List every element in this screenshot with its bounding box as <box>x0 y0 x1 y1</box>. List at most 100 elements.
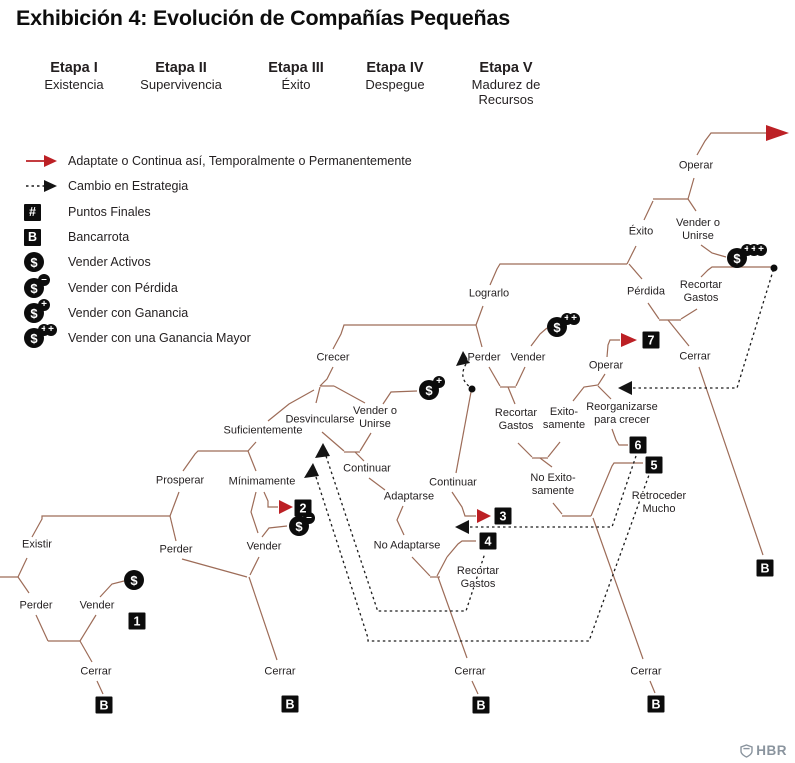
legend-label: Adaptate o Continua así, Temporalmente o… <box>68 154 412 168</box>
diagram-node: Vender o Unirse <box>675 216 721 242</box>
diagram-node: Recortar Gastos <box>679 278 723 304</box>
stage-name: Etapa V <box>479 60 533 76</box>
legend-item: B Bancarrota <box>24 225 129 249</box>
legend-item: $ + + Vender con una Ganancia Mayor <box>24 324 251 350</box>
legend-label: Vender con Ganancia <box>68 306 189 320</box>
diagram-node: Suficientemente <box>223 424 303 437</box>
box-hash-icon: # <box>24 203 62 221</box>
dollar-badge-icon: + <box>755 244 767 256</box>
stage-name: Etapa II <box>155 60 207 76</box>
stage-subtitle: Éxito <box>281 77 311 92</box>
diagram-node: Cerrar <box>80 665 112 678</box>
diagram-node: Recortar Gastos <box>456 564 500 590</box>
endpoint-bankruptcy: B <box>472 696 490 714</box>
diagram-node: Perder <box>467 351 501 364</box>
diagram-node: Operar <box>588 359 624 372</box>
diagram-node: Crecer <box>316 351 350 364</box>
legend-label: Vender con Pérdida <box>68 281 178 295</box>
diagram-node: Existir <box>22 538 52 551</box>
endpoint-bankruptcy: B <box>281 695 299 713</box>
legend-money-icon: $ <box>24 252 44 272</box>
diagram-node: Desvincularse <box>285 413 355 426</box>
diagram-node: Vender <box>510 351 546 364</box>
junction-dot <box>468 385 476 393</box>
endpoint-6: 6 <box>629 436 647 454</box>
diagram-node: Vender o Unirse <box>352 404 398 430</box>
stage-header-3: Etapa III Éxito <box>226 60 366 93</box>
exhibit-title: Exhibición 4: Evolución de Compañías Peq… <box>16 6 510 30</box>
dollar-badge-icon: + <box>45 324 57 336</box>
money-icon: $ + + <box>24 324 62 348</box>
diagram-node: Adaptarse <box>383 490 435 503</box>
stage-name: Etapa III <box>268 60 324 76</box>
dollar-badge-icon: – <box>38 274 50 286</box>
legend-label: Cambio en Estrategia <box>68 179 189 193</box>
legend-item: Adaptate o Continua así, Temporalmente o… <box>24 149 412 173</box>
dollar-badge-icon: + <box>568 313 580 325</box>
endpoint-bankruptcy: B <box>756 559 774 577</box>
box-b-icon: B <box>24 228 62 246</box>
dashed-arrow-icon <box>24 178 62 194</box>
legend-item: Cambio en Estrategia <box>24 174 188 198</box>
diagram-node: No Exito- samente <box>530 471 576 497</box>
legend-label: Vender con una Ganancia Mayor <box>68 331 251 345</box>
stage-name: Etapa I <box>50 60 98 76</box>
endpoint-1: 1 <box>128 612 146 630</box>
legend-money-icon: $ + <box>24 299 50 323</box>
legend-item: $ – Vender con Pérdida <box>24 274 178 300</box>
endpoint-bankruptcy: B <box>95 696 113 714</box>
legend-item: $ Vender Activos <box>24 250 151 274</box>
diagram-node: Cerrar <box>679 350 711 363</box>
diagram-node: Lograrlo <box>468 287 510 300</box>
diagram-node: Cerrar <box>454 665 486 678</box>
dollar-circle-icon: $ <box>124 570 144 590</box>
dollar-circle-icon: $ <box>24 252 44 272</box>
diagram-node: Cerrar <box>630 665 662 678</box>
stage-header-5: Etapa V Madurez de Recursos <box>436 60 576 108</box>
diagram-node: Perder <box>19 599 53 612</box>
flow-lines <box>0 132 771 695</box>
red-arrowheads <box>279 125 789 523</box>
diagram-node: No Adaptarse <box>373 539 441 552</box>
diagram-node: Continuar <box>429 476 477 489</box>
stage-subtitle: Existencia <box>44 77 104 92</box>
diagram-node: Retroceder Mucho <box>631 489 687 515</box>
hbr-logo: HBR <box>740 743 787 758</box>
stage-subtitle: Despegue <box>365 77 425 92</box>
money-icon: $ <box>24 252 62 272</box>
diagram-node: Éxito <box>628 225 654 238</box>
endpoint-4: 4 <box>479 532 497 550</box>
legend-item: $ + Vender con Ganancia <box>24 299 189 325</box>
legend-label: Bancarrota <box>68 230 130 244</box>
endpoint-7: 7 <box>642 331 660 349</box>
money-icon: $ + <box>24 299 62 323</box>
hbr-wordmark: HBR <box>756 743 787 758</box>
stage-subtitle: Madurez de Recursos <box>471 77 541 107</box>
diagram-node: Recortar Gastos <box>494 406 538 432</box>
red-arrow-icon <box>24 153 62 169</box>
strategy-dashed-lines <box>315 270 774 642</box>
hbr-shield-icon <box>740 743 753 758</box>
black-arrowheads <box>304 351 632 534</box>
diagram-node: Mínimamente <box>228 475 296 488</box>
stage-header-4: Etapa IV Despegue <box>325 60 465 93</box>
diagram-node: Vender <box>79 599 115 612</box>
stage-name: Etapa IV <box>366 60 424 76</box>
endpoint-5: 5 <box>645 456 663 474</box>
diagram-node: Cerrar <box>264 665 296 678</box>
legend-label: Vender Activos <box>68 255 151 269</box>
dollar-badge-icon: – <box>303 512 315 524</box>
dollar-badge-icon: + <box>433 376 445 388</box>
endpoint-bankruptcy: B <box>647 695 665 713</box>
diagram-node: Exito- samente <box>542 405 586 431</box>
legend-item: # Puntos Finales <box>24 200 151 224</box>
stage-header-2: Etapa II Supervivencia <box>111 60 251 93</box>
money-icon: $ – <box>24 274 62 298</box>
endpoint-3: 3 <box>494 507 512 525</box>
diagram-node: Perder <box>159 543 193 556</box>
legend-label: Puntos Finales <box>68 205 151 219</box>
diagram-node: Pérdida <box>627 285 665 298</box>
dollar-badge-icon: + <box>38 299 50 311</box>
